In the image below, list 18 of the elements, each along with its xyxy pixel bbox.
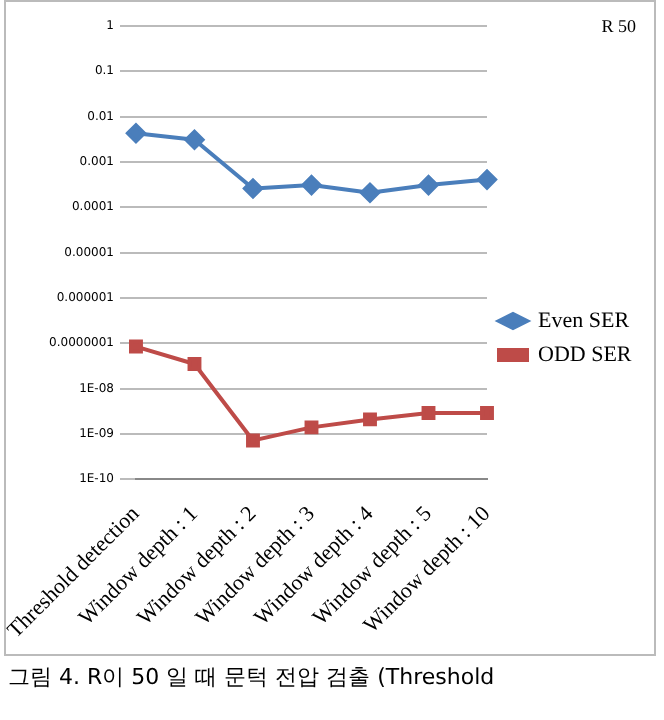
point — [480, 406, 494, 420]
point — [304, 420, 319, 435]
legend-label: Even SER — [538, 308, 631, 333]
caption: 그림 4. R이 50 일 때 문턱 전압 검출 (Threshold — [8, 664, 497, 690]
point — [184, 129, 205, 150]
point — [246, 433, 260, 448]
point — [125, 123, 146, 144]
point — [359, 182, 380, 203]
point — [418, 175, 439, 196]
point — [363, 412, 377, 427]
point — [187, 357, 202, 371]
point — [421, 406, 436, 420]
point — [301, 175, 322, 196]
point — [477, 169, 497, 190]
legend-label: ODD SER — [538, 342, 633, 367]
text: R 50 — [601, 16, 636, 36]
point — [129, 339, 143, 354]
point — [242, 178, 263, 199]
